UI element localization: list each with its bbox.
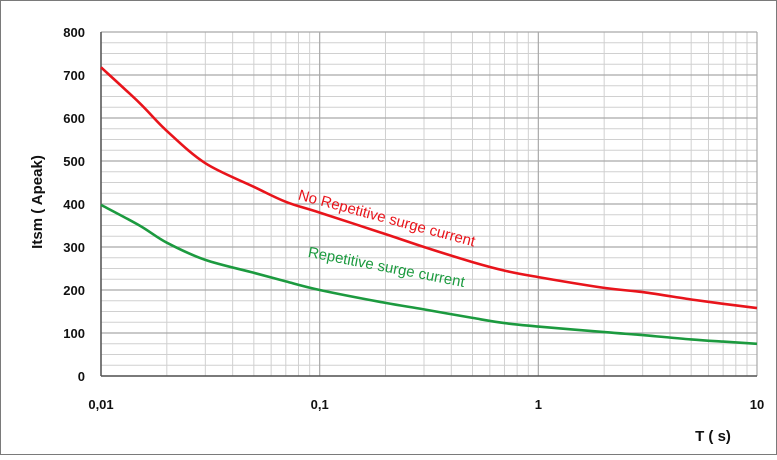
series-lines	[100, 66, 758, 346]
tick-labels: 0 100 200 300 400 500 600 700 800 0,01 0,1 1 10	[63, 25, 764, 412]
y-axis-title: Itsm ( Apeak)	[29, 155, 46, 249]
y-tick-label: 300	[63, 240, 85, 255]
x-tick-label: 1	[535, 397, 542, 412]
series-line-1	[100, 203, 758, 346]
y-tick-label: 200	[63, 283, 85, 298]
axes	[100, 32, 757, 377]
x-axis-title: T ( s)	[695, 428, 731, 445]
x-tick-label: 10	[750, 397, 764, 412]
y-tick-label: 400	[63, 197, 85, 212]
y-tick-label: 700	[63, 68, 85, 83]
grid	[100, 31, 758, 377]
y-tick-label: 500	[63, 154, 85, 169]
y-tick-label: 0	[78, 369, 85, 384]
x-tick-label: 0,01	[88, 397, 113, 412]
y-tick-label: 600	[63, 111, 85, 126]
series-line-0	[100, 66, 758, 310]
x-tick-label: 0,1	[311, 397, 329, 412]
y-tick-label: 100	[63, 326, 85, 341]
y-tick-label: 800	[63, 25, 85, 40]
